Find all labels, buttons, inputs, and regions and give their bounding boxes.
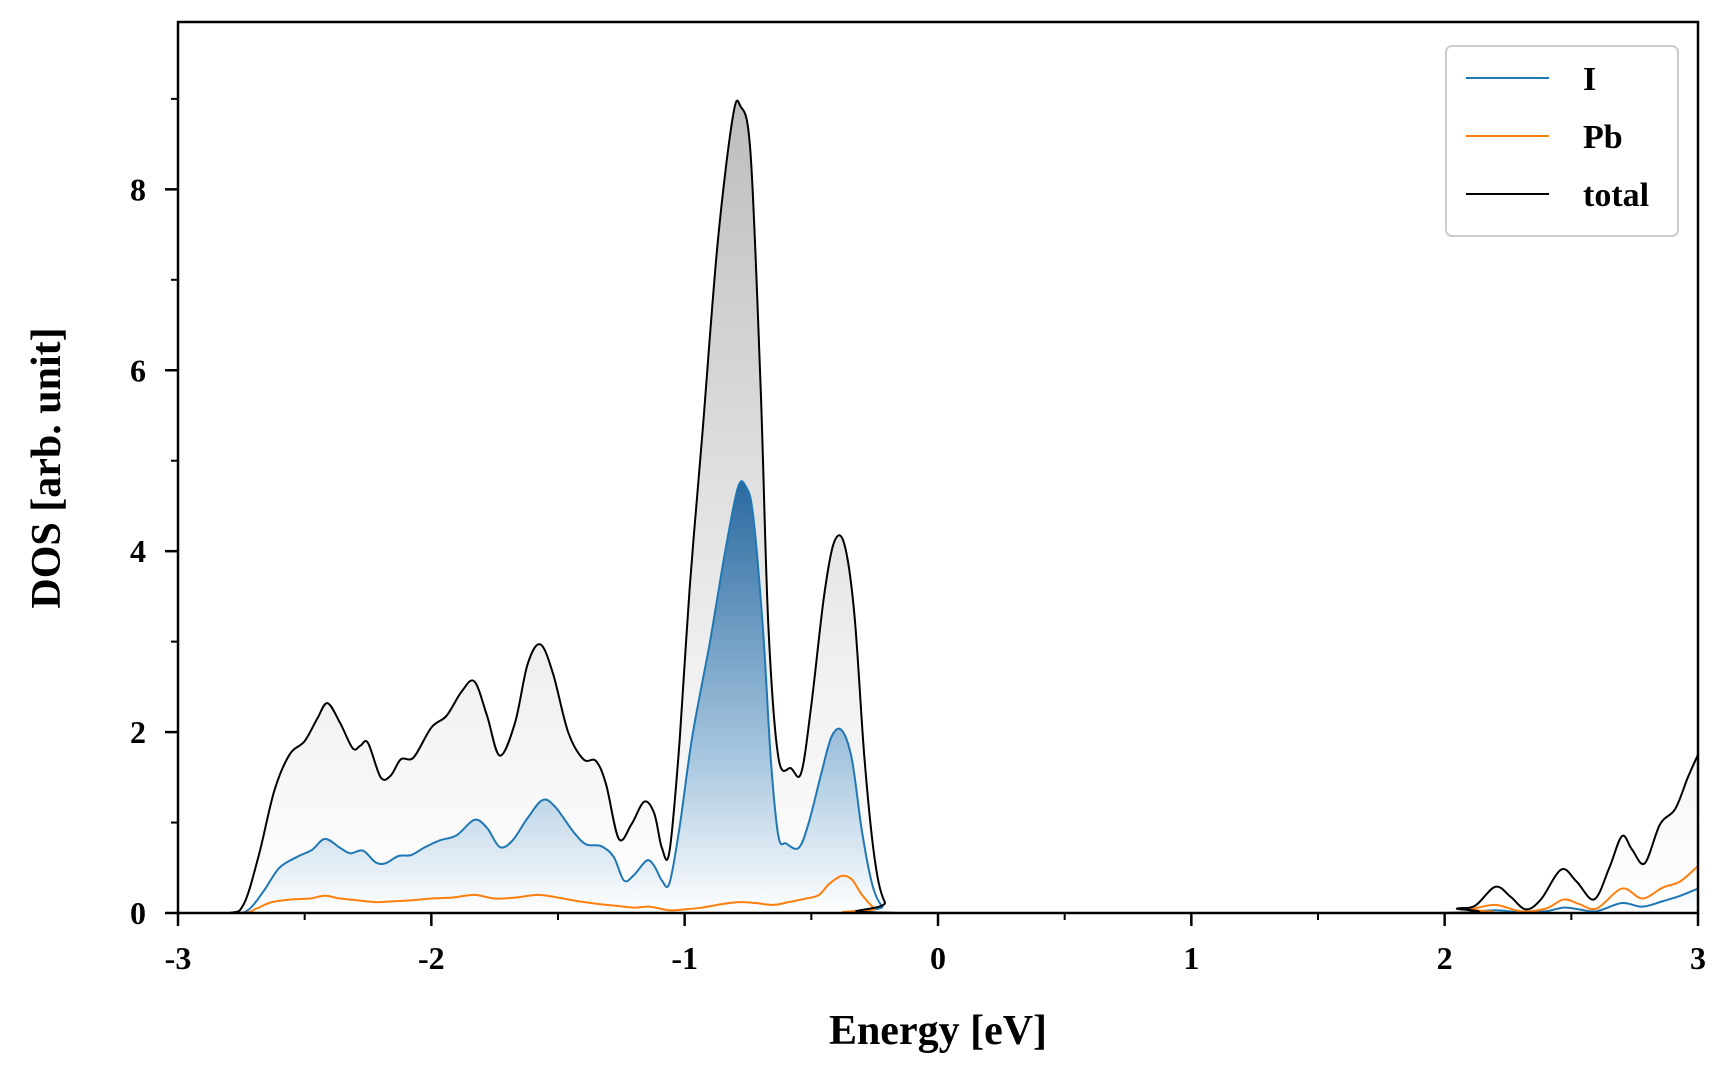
x-tick-label: -3 — [165, 940, 192, 976]
series-line-1 — [178, 865, 1698, 913]
series-line-2 — [178, 99, 1698, 913]
legend: I Pb total — [1445, 45, 1679, 237]
y-axis-title: DOS [arb. unit] — [24, 327, 70, 608]
area-fills — [178, 100, 1698, 913]
y-tick-label: 2 — [130, 714, 146, 750]
x-tick-label: 0 — [930, 940, 946, 976]
series-fill-2 — [178, 100, 1698, 913]
legend-box — [1445, 45, 1679, 237]
y-tick-label: 6 — [130, 352, 146, 388]
x-tick-label: 1 — [1183, 940, 1199, 976]
x-tick-label: -1 — [671, 940, 698, 976]
y-axis: 0 2 4 6 8 — [130, 97, 178, 931]
y-tick-label: 0 — [130, 895, 146, 931]
x-axis-title: Energy [eV] — [829, 1008, 1047, 1054]
x-tick-label: 3 — [1690, 940, 1706, 976]
x-axis: -3 -2 -1 0 1 2 3 — [165, 913, 1706, 976]
x-tick-label: -2 — [418, 940, 445, 976]
legend-label-2: total — [1583, 177, 1649, 214]
x-tick-label: 2 — [1437, 940, 1453, 976]
legend-label-0: I — [1583, 61, 1596, 98]
legend-label-1: Pb — [1583, 119, 1623, 156]
y-tick-label: 8 — [130, 171, 146, 207]
series-fill-0 — [178, 481, 1698, 913]
y-tick-label: 4 — [130, 533, 146, 569]
